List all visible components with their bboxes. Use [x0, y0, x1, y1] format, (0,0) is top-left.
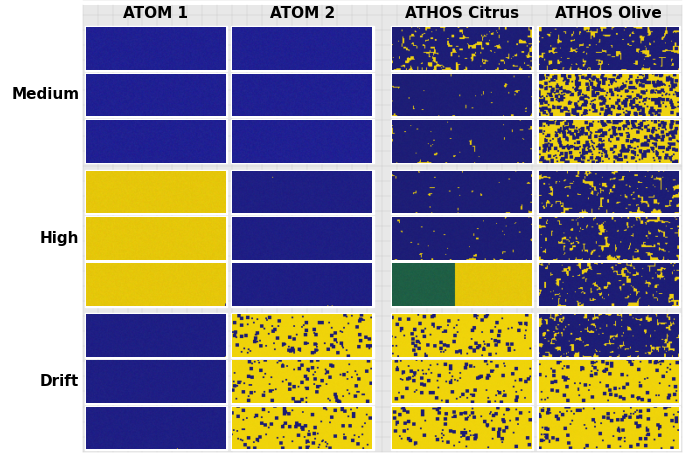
Bar	[537, 313, 680, 358]
Text: Medium: Medium	[11, 87, 79, 103]
Bar	[390, 406, 533, 450]
Bar	[390, 216, 533, 261]
Text: ATHOS Citrus: ATHOS Citrus	[405, 6, 519, 21]
Bar	[84, 216, 227, 261]
Bar	[390, 26, 533, 71]
Bar	[537, 360, 680, 404]
Bar	[537, 119, 680, 163]
Bar	[231, 119, 373, 163]
Bar	[231, 216, 373, 261]
Text: Drift: Drift	[40, 374, 79, 390]
Bar	[537, 26, 680, 71]
Bar	[390, 313, 533, 358]
Bar	[231, 73, 373, 117]
Bar	[84, 262, 227, 307]
Bar	[84, 313, 227, 358]
Bar	[537, 170, 680, 214]
Bar	[390, 73, 533, 117]
Bar	[537, 73, 680, 117]
Bar	[84, 406, 227, 450]
Bar	[84, 119, 227, 163]
Bar	[84, 73, 227, 117]
Bar	[231, 313, 373, 358]
Bar	[390, 262, 533, 307]
Text: ATOM 1: ATOM 1	[123, 6, 188, 21]
Bar	[84, 26, 227, 71]
Text: High: High	[40, 231, 79, 246]
Bar	[390, 360, 533, 404]
Bar	[231, 262, 373, 307]
Bar	[537, 262, 680, 307]
Bar	[231, 360, 373, 404]
Bar	[84, 170, 227, 214]
Bar	[231, 170, 373, 214]
Text: ATHOS Olive: ATHOS Olive	[555, 6, 662, 21]
Bar	[537, 216, 680, 261]
Bar	[537, 406, 680, 450]
Bar	[390, 170, 533, 214]
Bar	[231, 26, 373, 71]
Bar	[84, 360, 227, 404]
Bar	[231, 406, 373, 450]
Bar	[390, 119, 533, 163]
Text: ATOM 2: ATOM 2	[270, 6, 335, 21]
